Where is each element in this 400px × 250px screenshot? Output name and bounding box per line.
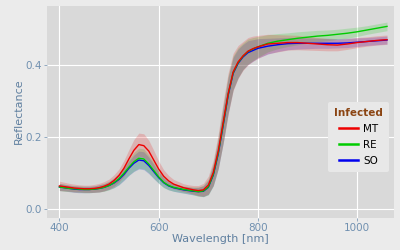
X-axis label: Wavelength [nm]: Wavelength [nm] (172, 234, 269, 244)
Legend: MT, RE, SO: MT, RE, SO (328, 102, 389, 172)
Y-axis label: Reflectance: Reflectance (14, 79, 24, 144)
